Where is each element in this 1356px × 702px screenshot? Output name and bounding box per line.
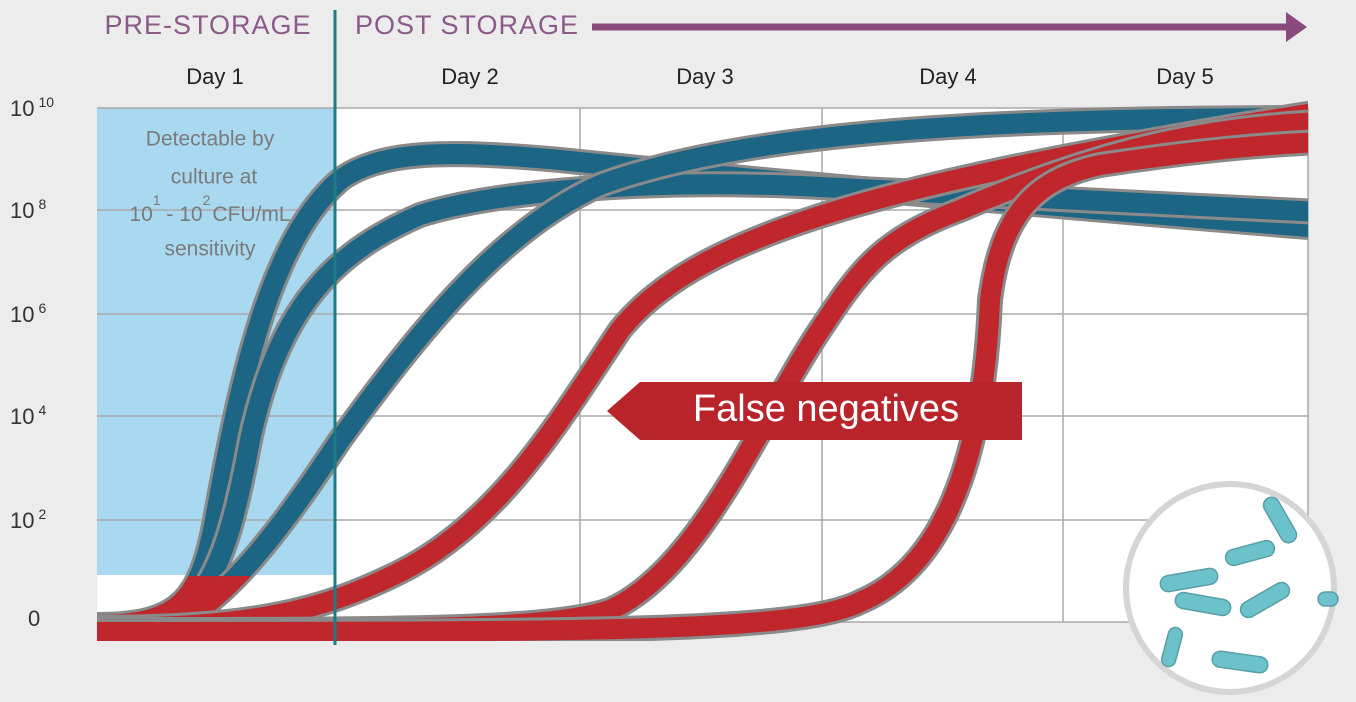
infographic: PRE-STORAGE POST STORAGE Day 1 Day 2 Day… xyxy=(0,0,1356,702)
day-label: Day 2 xyxy=(441,64,498,89)
text: 10 xyxy=(129,203,152,226)
day-label: Day 5 xyxy=(1156,64,1213,89)
annotation-line: Detectable by xyxy=(146,128,275,151)
exponent: 4 xyxy=(38,402,46,418)
base: 10 xyxy=(10,404,34,429)
base: 10 xyxy=(10,198,34,223)
exponent: 10 xyxy=(38,94,54,110)
day-label: Day 3 xyxy=(676,64,733,89)
bacteria-illustration xyxy=(1126,484,1338,692)
post-storage-label: POST STORAGE xyxy=(355,10,579,40)
base: 10 xyxy=(10,508,34,533)
callout-text: False negatives xyxy=(693,388,959,430)
annotation-line: sensitivity xyxy=(164,238,256,261)
bacterium xyxy=(1318,592,1338,606)
base: 10 xyxy=(10,96,34,121)
exponent: 2 xyxy=(203,192,211,208)
text: - 10 xyxy=(161,203,203,226)
text: CFU/mL xyxy=(212,203,290,226)
pre-storage-label: PRE-STORAGE xyxy=(104,10,311,40)
exponent: 6 xyxy=(38,300,46,316)
y-tick-label: 0 xyxy=(28,606,40,631)
exponent: 1 xyxy=(153,192,161,208)
base: 10 xyxy=(10,302,34,327)
annotation-line: culture at xyxy=(171,166,258,189)
exponent: 2 xyxy=(38,506,46,522)
exponent: 8 xyxy=(38,196,46,212)
day-label: Day 4 xyxy=(919,64,976,89)
day-label: Day 1 xyxy=(186,64,243,89)
